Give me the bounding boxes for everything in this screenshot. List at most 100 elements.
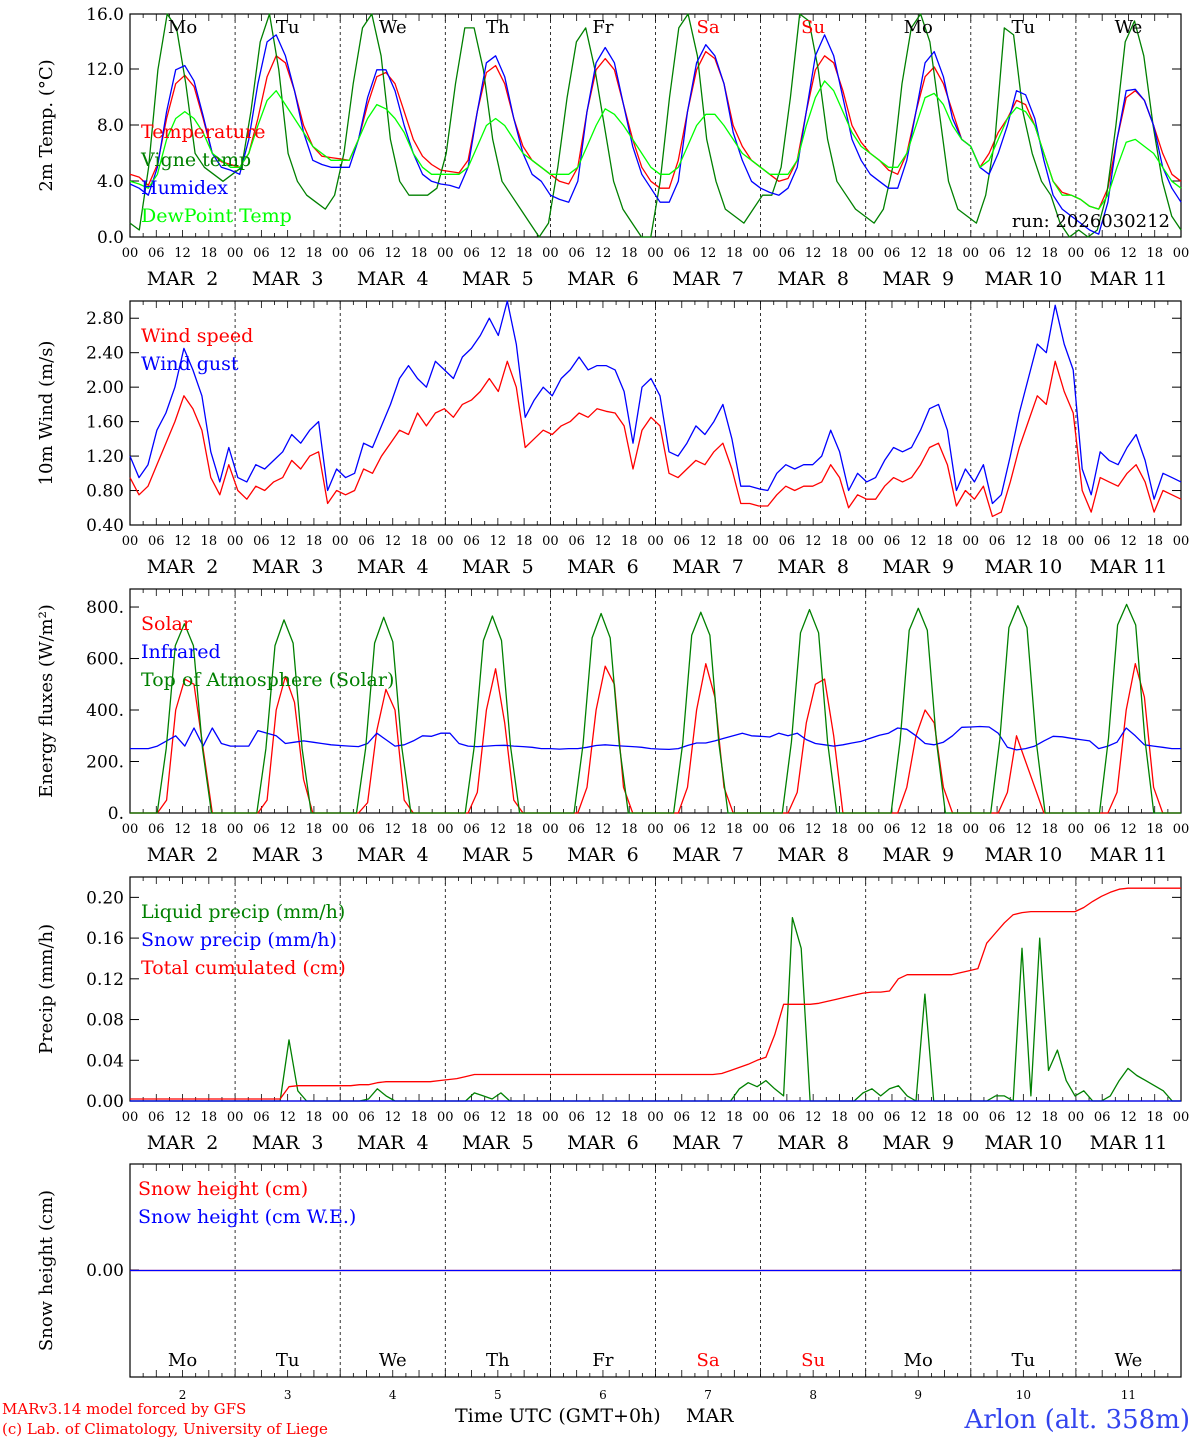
panel-energy: 0. 200. 400. 600. 800. Energy fluxes (W/m²) So…: [36, 588, 1190, 866]
hour-tick-label: 18: [516, 822, 533, 837]
hour-tick-label: 00: [122, 534, 139, 549]
hour-tick-label: 00: [857, 246, 874, 261]
hour-tick-label: 06: [568, 246, 585, 261]
hour-tick-label: 00: [437, 822, 454, 837]
x-tick-marks: [129, 1164, 1182, 1377]
hour-tick-label: 18: [936, 1110, 953, 1125]
hour-tick-label: 18: [411, 534, 428, 549]
date-label: MAR 2: [147, 1132, 219, 1154]
hour-tick-label: 00: [647, 534, 664, 549]
date-label: MAR 3: [252, 268, 324, 290]
series-line-total-cumulated-cm: [130, 887, 1181, 1100]
hour-tick-label: 06: [463, 534, 480, 549]
day-name-bottom: Tu: [1012, 1350, 1036, 1371]
y-tick-label: 0.80: [86, 482, 124, 502]
y-tick-label: 0.16: [86, 929, 124, 949]
hour-tick-label: 06: [674, 246, 691, 261]
x-tick-marks: [129, 589, 1182, 813]
date-label: MAR 4: [357, 1132, 429, 1154]
y-tick-label: 0.12: [86, 970, 124, 990]
day-number: 5: [494, 1388, 502, 1402]
y-tick-label: 2.80: [86, 309, 124, 329]
x-tick-marks: [129, 877, 1182, 1101]
hour-tick-label: 06: [148, 822, 165, 837]
hour-tick-label: 06: [358, 246, 375, 261]
hour-tick-label: 06: [779, 246, 796, 261]
date-label: MAR 4: [357, 268, 429, 290]
hour-tick-label: 18: [411, 1110, 428, 1125]
hour-tick-label: 00: [1173, 246, 1190, 261]
hour-tick-label: 00: [542, 822, 559, 837]
hour-tick-label: 00: [1173, 1110, 1190, 1125]
panel-wind: 0.40 0.80 1.20 1.60 2.00 2.40 2.80 10m Wind (m/…: [36, 300, 1189, 578]
hour-tick-label: 00: [437, 1110, 454, 1125]
hour-tick-label: 06: [253, 1110, 270, 1125]
hour-tick-label: 18: [411, 822, 428, 837]
hour-tick-label: 00: [122, 822, 139, 837]
hour-tick-label: 00: [647, 1110, 664, 1125]
hour-tick-label: 00: [1173, 822, 1190, 837]
day-name-bottom: We: [379, 1350, 407, 1371]
date-label: MAR 11: [1090, 268, 1168, 290]
date-label: MAR 8: [777, 268, 849, 290]
date-label: MAR 9: [882, 268, 954, 290]
y-tick-label: 0.40: [86, 516, 124, 536]
hour-tick-label: 12: [700, 246, 717, 261]
series-line-dewpoint-temp: [129, 80, 1182, 210]
hour-tick-label: 18: [201, 246, 218, 261]
hour-tick-label: 18: [201, 534, 218, 549]
date-label: MAR 4: [357, 844, 429, 866]
date-label: MAR 8: [777, 844, 849, 866]
hour-tick-label: 12: [1120, 1110, 1137, 1125]
day-number: 4: [389, 1388, 397, 1402]
day-name-bottom: Tu: [276, 1350, 300, 1371]
hour-tick-label: 00: [542, 246, 559, 261]
date-label: MAR 11: [1090, 844, 1168, 866]
legend-entry: Snow height (cm): [138, 1178, 308, 1200]
y-tick-label: 16.0: [86, 5, 124, 25]
hour-tick-label: 06: [989, 534, 1006, 549]
hour-tick-label: 12: [805, 1110, 822, 1125]
panel-frame: [129, 588, 1182, 814]
day-name-top: Tu: [276, 17, 300, 38]
hour-tick-label: 18: [726, 822, 743, 837]
hour-tick-label: 06: [568, 1110, 585, 1125]
hour-tick-label: 12: [910, 246, 927, 261]
hour-tick-label: 00: [332, 534, 349, 549]
hour-tick-label: 06: [674, 822, 691, 837]
hour-tick-label: 18: [306, 246, 323, 261]
hour-tick-label: 00: [752, 1110, 769, 1125]
y-tick-label: 800.: [86, 598, 124, 618]
date-label: MAR 7: [672, 1132, 744, 1154]
day-number: 10: [1016, 1388, 1031, 1402]
date-label: MAR 5: [462, 1132, 534, 1154]
hour-tick-label: 12: [700, 822, 717, 837]
hour-tick-label: 06: [358, 1110, 375, 1125]
hour-tick-label: 00: [857, 534, 874, 549]
hour-tick-label: 12: [910, 1110, 927, 1125]
date-label: MAR 6: [567, 1132, 639, 1154]
date-label: MAR 5: [462, 268, 534, 290]
hour-tick-label: 00: [332, 1110, 349, 1125]
legend-entry: Vigne temp: [140, 149, 251, 171]
hour-tick-label: 06: [463, 1110, 480, 1125]
day-name-bottom: Mo: [168, 1350, 197, 1371]
hour-tick-label: 18: [936, 534, 953, 549]
legend-entry: Total cumulated (cm): [141, 957, 346, 979]
legend-entry: Wind gust: [141, 353, 239, 375]
hour-tick-label: 06: [1094, 246, 1111, 261]
date-label: MAR 8: [777, 556, 849, 578]
hour-tick-label: 12: [174, 534, 191, 549]
y-tick-label: 12.0: [86, 60, 124, 80]
hour-tick-label: 12: [1015, 1110, 1032, 1125]
legend-entry: Infrared: [141, 641, 221, 663]
hour-tick-label: 06: [1094, 822, 1111, 837]
hour-tick-label: 12: [1015, 822, 1032, 837]
day-name-top: Mo: [168, 17, 197, 38]
hour-tick-label: 00: [227, 534, 244, 549]
hour-tick-label: 12: [805, 822, 822, 837]
y-tick-label: 2.40: [86, 344, 124, 364]
y-axis-label: 10m Wind (m/s): [36, 341, 57, 486]
legend-entry: Solar: [141, 613, 193, 635]
hour-tick-label: 00: [1068, 822, 1085, 837]
